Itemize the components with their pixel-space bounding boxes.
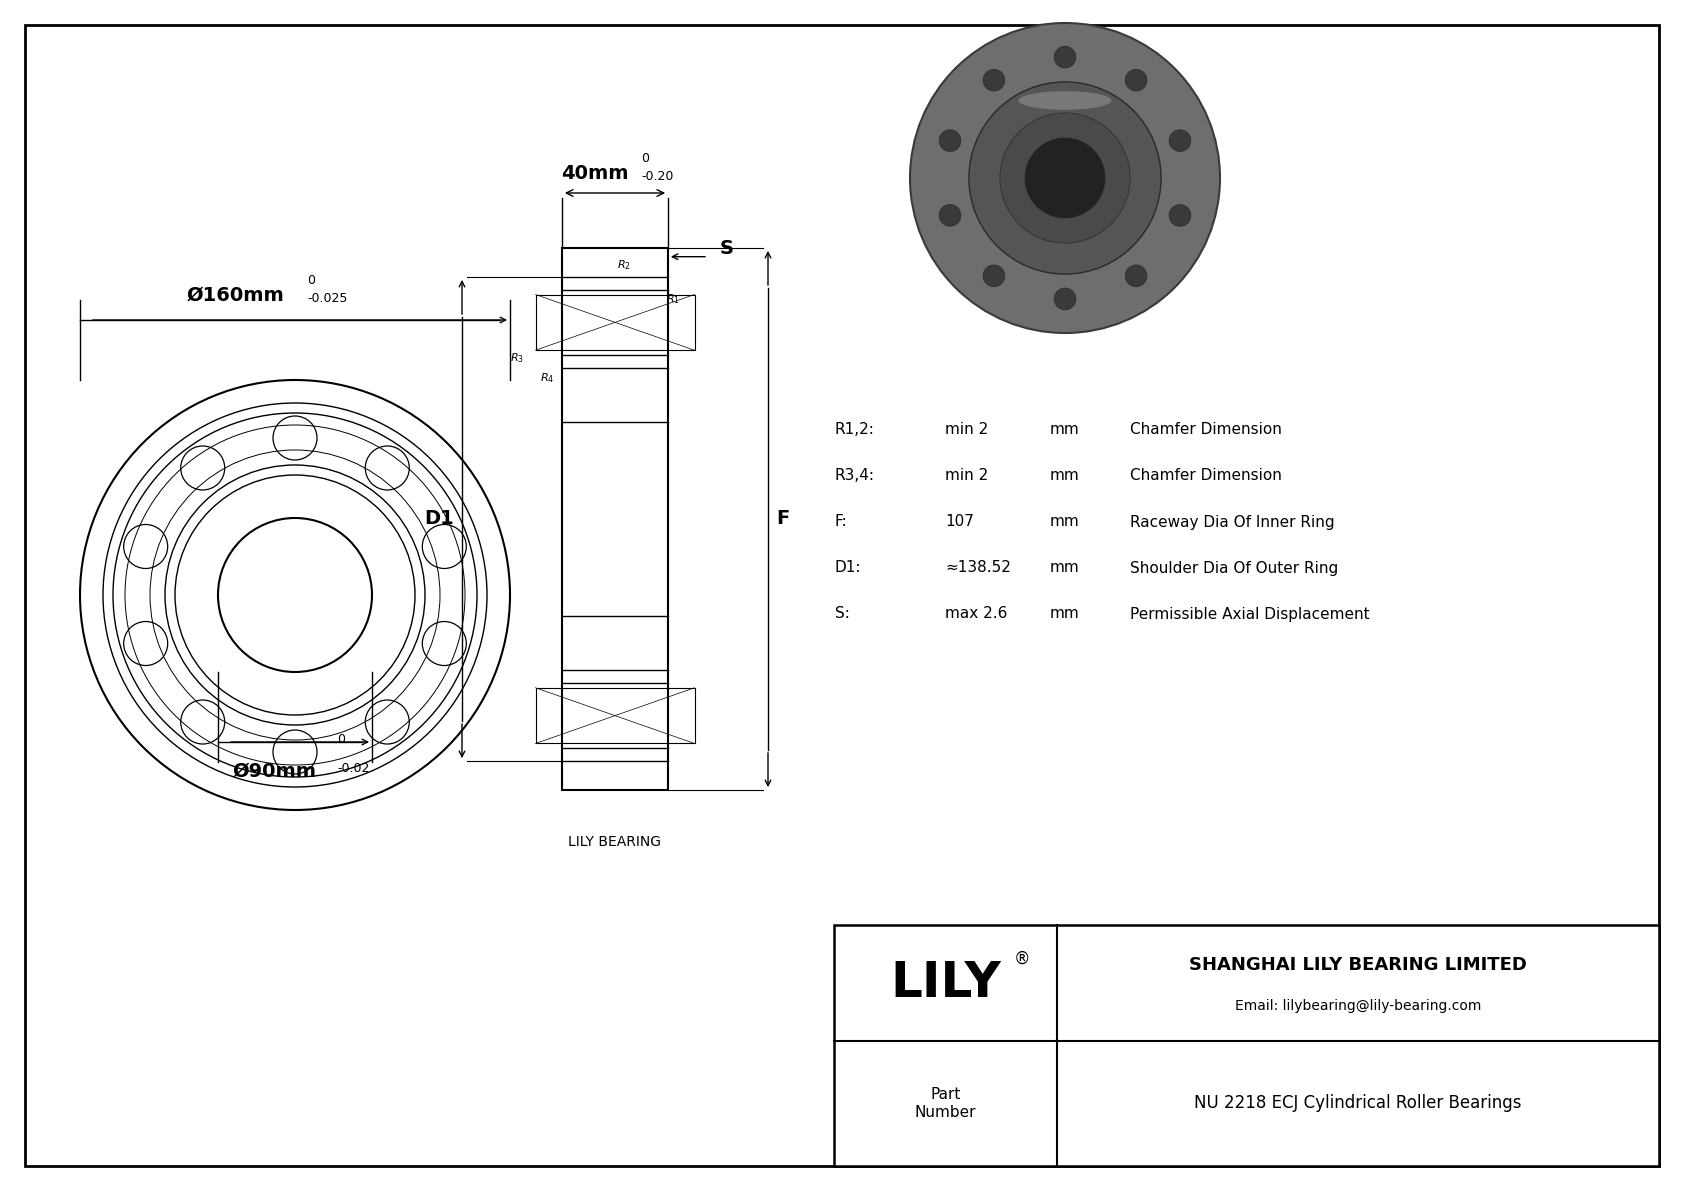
Bar [562, 616, 669, 671]
Text: max 2.6: max 2.6 [945, 606, 1007, 622]
Text: Email: lilybearing@lily-bearing.com: Email: lilybearing@lily-bearing.com [1234, 999, 1480, 1014]
Bar [562, 248, 669, 278]
Text: -0.025: -0.025 [306, 292, 347, 305]
Text: mm: mm [1051, 468, 1079, 484]
Text: ®: ® [1014, 950, 1031, 968]
Circle shape [1054, 288, 1076, 310]
Text: $R_3$: $R_3$ [510, 351, 524, 364]
Text: 107: 107 [945, 515, 973, 530]
Circle shape [1169, 130, 1191, 151]
Text: NU 2218 ECJ Cylindrical Roller Bearings: NU 2218 ECJ Cylindrical Roller Bearings [1194, 1095, 1522, 1112]
Circle shape [1054, 46, 1076, 68]
Text: 40mm: 40mm [561, 164, 628, 183]
Text: Shoulder Dia Of Outer Ring: Shoulder Dia Of Outer Ring [1130, 561, 1339, 575]
Ellipse shape [1019, 92, 1111, 110]
Text: LILY BEARING: LILY BEARING [569, 835, 662, 849]
Text: -0.02: -0.02 [337, 762, 369, 775]
Text: R1,2:: R1,2: [835, 423, 876, 437]
Circle shape [1022, 135, 1108, 222]
Text: mm: mm [1051, 515, 1079, 530]
Text: Permissible Axial Displacement: Permissible Axial Displacement [1130, 606, 1369, 622]
Bar [834, 925, 1659, 1166]
Text: Chamfer Dimension: Chamfer Dimension [1130, 423, 1282, 437]
Text: LILY: LILY [891, 959, 1000, 1006]
Text: ≈138.52: ≈138.52 [945, 561, 1010, 575]
Text: -0.20: -0.20 [642, 170, 674, 183]
Text: Raceway Dia Of Inner Ring: Raceway Dia Of Inner Ring [1130, 515, 1335, 530]
Bar [562, 761, 669, 790]
Text: $R_1$: $R_1$ [665, 293, 680, 306]
Bar [562, 355, 669, 368]
Bar [562, 248, 669, 790]
Text: F: F [776, 510, 790, 529]
Bar [536, 294, 694, 350]
Circle shape [968, 82, 1160, 274]
Circle shape [940, 205, 962, 226]
Circle shape [909, 23, 1219, 333]
Text: mm: mm [1051, 606, 1079, 622]
Text: Chamfer Dimension: Chamfer Dimension [1130, 468, 1282, 484]
Text: S:: S: [835, 606, 850, 622]
Bar [536, 687, 694, 743]
Text: 0: 0 [306, 274, 315, 287]
Text: Part
Number: Part Number [914, 1087, 977, 1120]
Text: min 2: min 2 [945, 423, 989, 437]
Text: 0: 0 [642, 152, 648, 166]
Circle shape [1000, 113, 1130, 243]
Text: $R_4$: $R_4$ [541, 370, 554, 385]
Text: D1: D1 [424, 510, 455, 529]
Circle shape [1024, 138, 1105, 218]
Text: mm: mm [1051, 423, 1079, 437]
Circle shape [940, 130, 962, 151]
Text: S: S [721, 239, 734, 258]
Text: D1:: D1: [835, 561, 862, 575]
Text: F:: F: [835, 515, 847, 530]
Text: mm: mm [1051, 561, 1079, 575]
Bar [562, 671, 669, 682]
Circle shape [1125, 69, 1147, 91]
Bar [562, 368, 669, 422]
Text: $R_2$: $R_2$ [616, 257, 632, 272]
Circle shape [983, 69, 1005, 91]
Text: min 2: min 2 [945, 468, 989, 484]
Circle shape [1169, 205, 1191, 226]
Text: 0: 0 [337, 732, 345, 746]
Text: R3,4:: R3,4: [835, 468, 876, 484]
Circle shape [1125, 264, 1147, 287]
Text: Ø90mm: Ø90mm [232, 762, 317, 781]
Text: SHANGHAI LILY BEARING LIMITED: SHANGHAI LILY BEARING LIMITED [1189, 956, 1527, 974]
Text: Ø160mm: Ø160mm [187, 286, 285, 305]
Circle shape [983, 264, 1005, 287]
